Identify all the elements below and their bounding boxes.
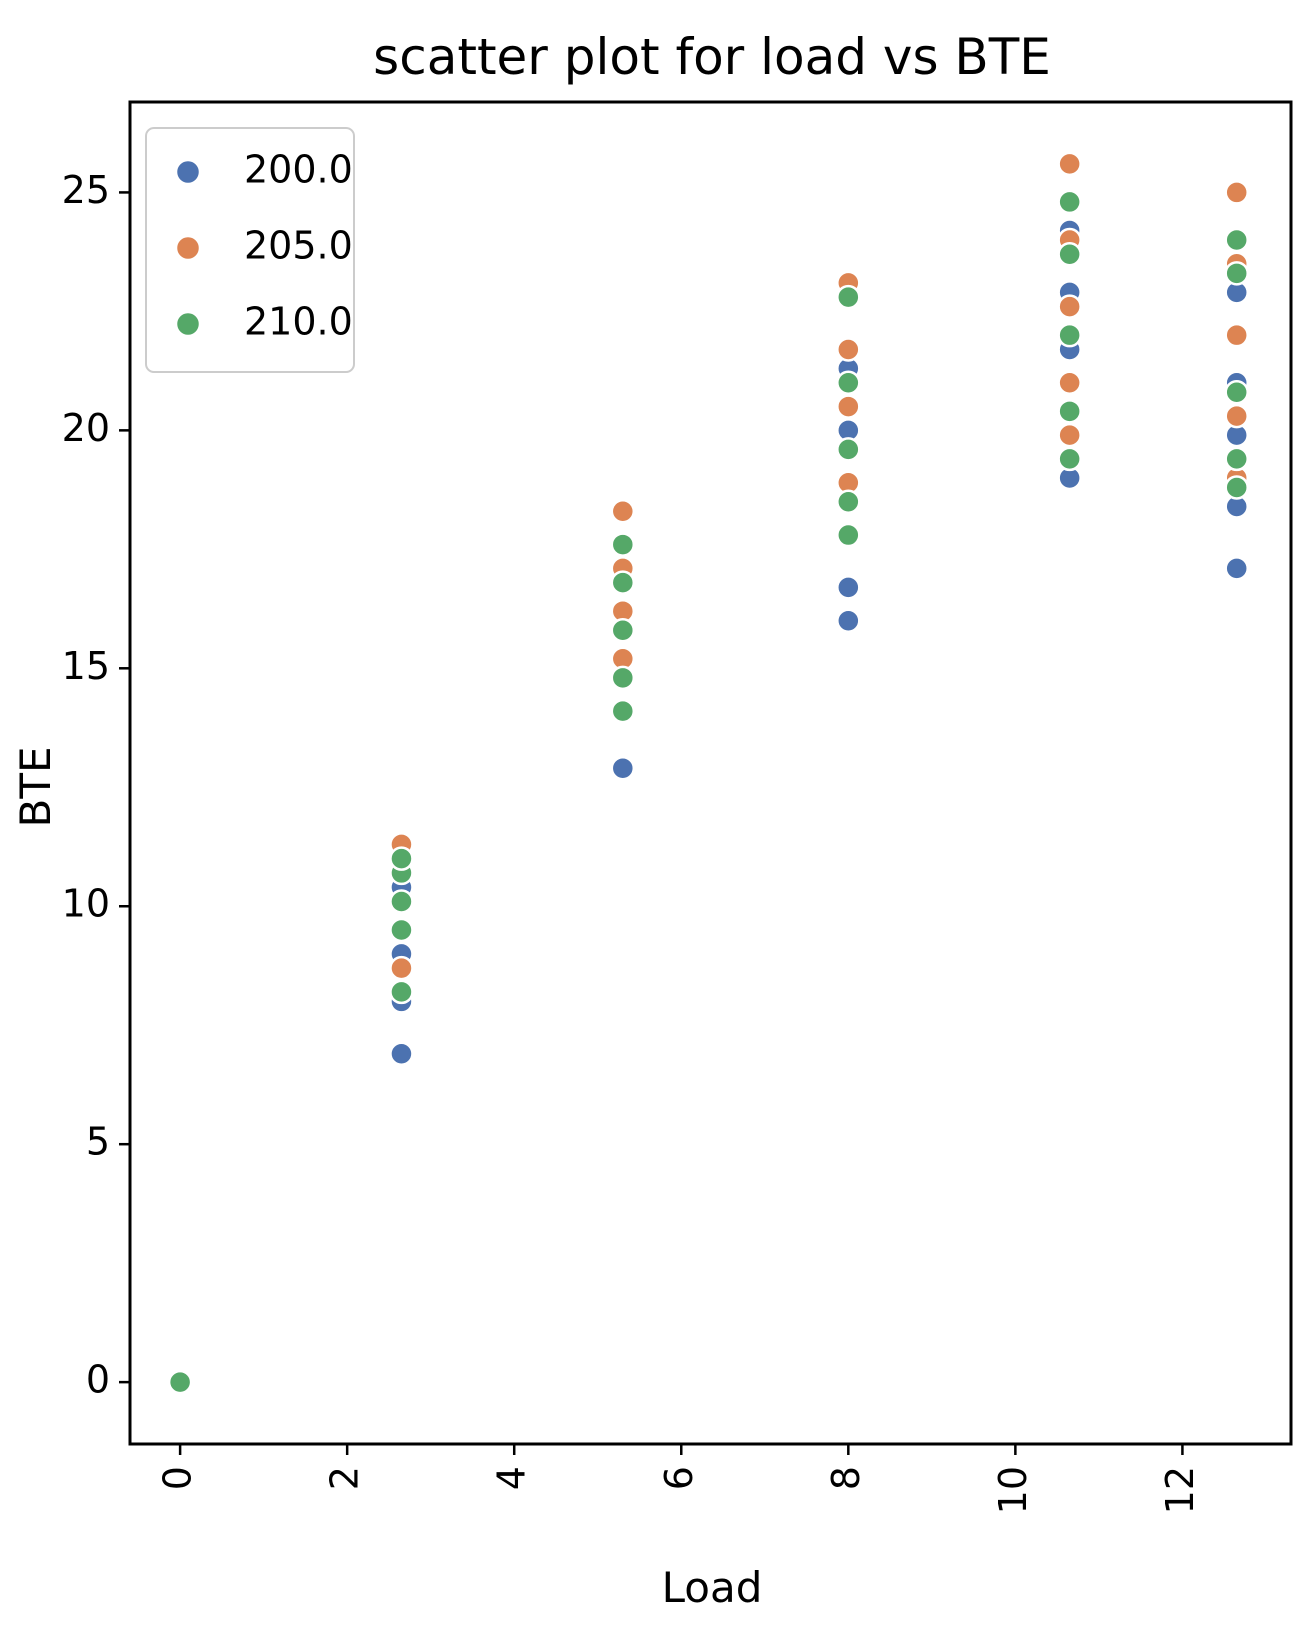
x-tick-label: 2 xyxy=(323,1466,367,1490)
scatter-point-210.0 xyxy=(836,522,861,548)
scatter-point-210.0 xyxy=(1224,475,1249,500)
scatter-point-210.0 xyxy=(610,570,636,595)
scatter-point-210.0 xyxy=(1057,189,1082,215)
x-axis-label: Load xyxy=(662,1563,763,1612)
scatter-point-210.0 xyxy=(389,979,414,1005)
scatter-point-210.0 xyxy=(167,1369,193,1395)
scatter-point-205.0 xyxy=(836,337,861,362)
y-tick-label: 25 xyxy=(62,168,110,212)
scatter-point-200.0 xyxy=(1224,556,1249,581)
scatter-point-205.0 xyxy=(1057,370,1082,396)
y-tick-label: 20 xyxy=(62,406,110,450)
scatter-point-205.0 xyxy=(1057,151,1082,177)
scatter-point-210.0 xyxy=(1224,261,1249,286)
y-tick-label: 15 xyxy=(62,644,110,688)
scatter-point-200.0 xyxy=(836,575,861,600)
scatter-point-205.0 xyxy=(1057,422,1082,448)
scatter-point-210.0 xyxy=(1057,242,1082,267)
scatter-point-210.0 xyxy=(610,698,636,724)
scatter-point-210.0 xyxy=(1057,322,1082,348)
scatter-point-210.0 xyxy=(610,665,636,691)
legend-label: 200.0 xyxy=(244,148,353,192)
scatter-point-200.0 xyxy=(836,608,861,633)
scatter-point-205.0 xyxy=(836,394,861,419)
scatter-point-205.0 xyxy=(1224,180,1249,205)
legend-box xyxy=(145,127,355,373)
legend: 200.0 205.0 210.0 xyxy=(145,127,355,373)
x-tick-label: 12 xyxy=(1158,1466,1202,1514)
scatter-point-210.0 xyxy=(1224,380,1249,405)
plot-frame xyxy=(128,100,1293,1446)
x-tick-label: 4 xyxy=(490,1466,534,1490)
scatter-point-210.0 xyxy=(1224,227,1249,253)
scatter-point-205.0 xyxy=(610,499,636,524)
scatter-point-205.0 xyxy=(1224,322,1249,348)
x-tick-label: 6 xyxy=(657,1466,701,1490)
scatter-point-200.0 xyxy=(610,755,636,781)
y-tick-label: 10 xyxy=(62,882,110,926)
legend-marker xyxy=(174,310,202,338)
x-tick-label: 8 xyxy=(824,1466,868,1490)
scatter-point-205.0 xyxy=(1057,294,1082,319)
scatter-point-210.0 xyxy=(836,370,861,396)
y-axis-label: BTE xyxy=(11,746,60,827)
scatter-point-210.0 xyxy=(389,917,414,943)
legend-label: 210.0 xyxy=(244,300,353,344)
scatter-point-210.0 xyxy=(836,284,861,310)
scatter-point-210.0 xyxy=(389,889,414,914)
x-tick-label: 10 xyxy=(991,1466,1035,1514)
scatter-point-210.0 xyxy=(1057,399,1082,424)
x-axis: 0 2 4 6 8 10 12 xyxy=(156,1444,1202,1514)
scatter-point-210.0 xyxy=(836,437,861,462)
y-axis: 0 5 10 15 20 25 xyxy=(62,168,130,1402)
legend-label: 205.0 xyxy=(244,224,353,268)
scatter-point-210.0 xyxy=(389,846,414,871)
scatter-point-210.0 xyxy=(836,489,861,514)
chart-title: scatter plot for load vs BTE xyxy=(373,28,1051,86)
y-tick-label: 0 xyxy=(86,1358,110,1402)
scatter-point-200.0 xyxy=(389,1041,414,1067)
scatter-point-210.0 xyxy=(610,617,636,643)
points-layer xyxy=(167,151,1249,1395)
x-tick-label: 0 xyxy=(156,1466,200,1490)
y-tick-label: 5 xyxy=(86,1120,110,1164)
legend-marker xyxy=(174,234,202,262)
legend-marker xyxy=(174,158,202,186)
scatter-point-210.0 xyxy=(610,532,636,557)
scatter-point-210.0 xyxy=(1057,446,1082,472)
scatter-point-205.0 xyxy=(1224,403,1249,429)
scatter-point-210.0 xyxy=(1224,446,1249,472)
scatter-point-205.0 xyxy=(389,955,414,981)
